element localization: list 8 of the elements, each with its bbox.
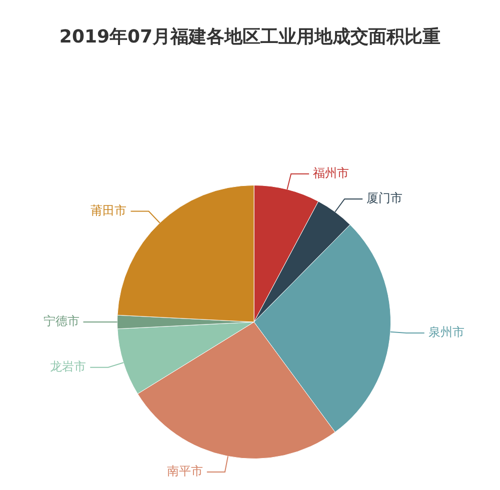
slice-label: 厦门市 <box>366 191 403 206</box>
slice-label: 泉州市 <box>428 325 464 340</box>
slice-label: 莆田市 <box>90 203 127 218</box>
slice-label: 福州市 <box>313 166 350 180</box>
slice-label: 龙岩市 <box>50 360 86 374</box>
chart-title: 2019年07月福建各地区工业用地成交面积比重 <box>59 26 441 48</box>
slice-label: 宁德市 <box>43 314 80 328</box>
slice-label: 南平市 <box>166 464 203 478</box>
